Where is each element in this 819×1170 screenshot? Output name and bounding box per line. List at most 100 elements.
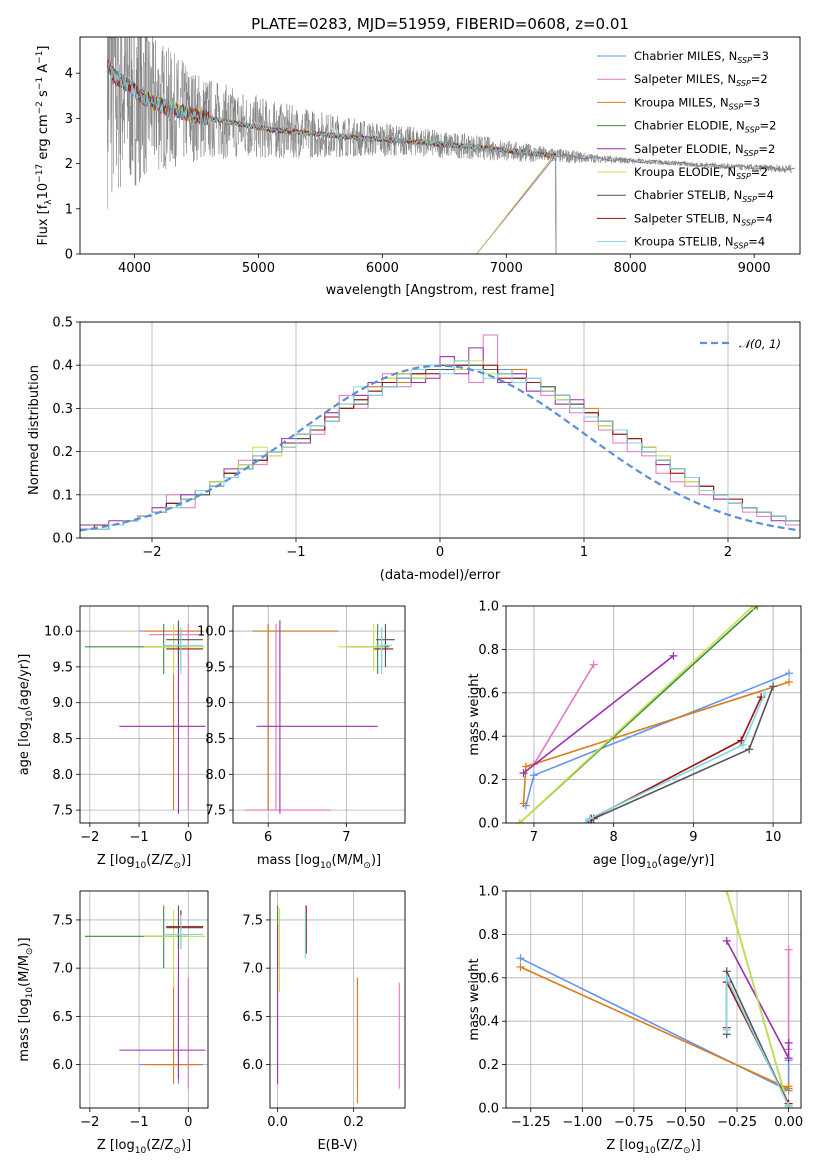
legend-nssp: =4 bbox=[756, 211, 773, 225]
legend-nssp: =2 bbox=[760, 119, 777, 133]
x-axis-label: wavelength [Angstrom, rest frame] bbox=[326, 283, 555, 298]
axes-frame bbox=[79, 890, 209, 1109]
label-part: (M/M bbox=[332, 853, 364, 868]
weight-marker-chabrier-miles bbox=[516, 954, 525, 963]
y-tick-label: 0 bbox=[65, 248, 73, 263]
label-part: )] bbox=[691, 1138, 701, 1153]
weight-marker-salpeter-elodie bbox=[519, 769, 528, 778]
weight-marker-kroupa-stelib bbox=[738, 740, 747, 749]
label-part: (age/yr)] bbox=[657, 853, 714, 868]
label-part: ] bbox=[36, 46, 51, 51]
legend-sub: SSP bbox=[737, 56, 752, 65]
weight-marker-kroupa-stelib bbox=[581, 819, 590, 823]
legend-name: Kroupa MILES, N bbox=[634, 95, 729, 109]
label-part: s bbox=[36, 90, 51, 101]
x-tick-label: 6000 bbox=[366, 261, 399, 276]
legend-entry: Chabrier MILES, NSSP=3 bbox=[634, 49, 769, 65]
x-tick-label: 7000 bbox=[490, 261, 523, 276]
label-part: )] bbox=[181, 1138, 191, 1153]
label-part: 10 bbox=[36, 183, 51, 200]
legend-nssp: =3 bbox=[752, 49, 769, 63]
weight-line-salpeter-stelib bbox=[587, 696, 762, 823]
axes-frame bbox=[79, 605, 209, 824]
legend-nssp: =4 bbox=[757, 188, 774, 202]
label-part: ⊙ bbox=[173, 861, 181, 871]
label-part: age [log bbox=[593, 853, 646, 868]
residuals-histogram-panel: −2 −1 0 1 2 0.0 0.1 0.2 0.3 0.4 0.5 (data-model)/er… bbox=[27, 316, 801, 583]
label-part: (Z/Z bbox=[146, 853, 173, 868]
legend-nssp: =2 bbox=[751, 165, 768, 179]
weight-marker-salpeter-miles bbox=[784, 945, 793, 954]
weight-line-salpeter-miles bbox=[533, 664, 595, 765]
x-tick-label: 7 bbox=[530, 830, 538, 845]
label-part: 10 bbox=[25, 710, 35, 722]
legend-sub: SSP bbox=[736, 79, 751, 88]
y-axis-label: age [log10(age/yr)] bbox=[17, 654, 35, 776]
normal-distribution-curve bbox=[80, 364, 800, 532]
label-part: 10 bbox=[135, 1146, 147, 1156]
x-tick-label: −2 bbox=[142, 545, 161, 560]
weight-marker-chabrier-miles bbox=[785, 669, 794, 678]
weight-marker-salpeter-miles bbox=[589, 660, 598, 669]
x-tick-label: 8000 bbox=[614, 261, 647, 276]
weight-marker-kroupa-miles bbox=[516, 962, 525, 971]
legend-entry: Salpeter STELIB, NSSP=4 bbox=[634, 211, 773, 227]
legend-entry-normal: 𝒩(0, 1) bbox=[739, 337, 781, 351]
y-tick-label: 8.5 bbox=[205, 732, 226, 747]
label-part: λ bbox=[44, 199, 54, 205]
weight-line-kroupa-miles bbox=[520, 966, 790, 1090]
legend-name: Chabrier STELIB, N bbox=[634, 188, 742, 202]
x-tick-label: −1 bbox=[129, 830, 148, 845]
weight-marker-kroupa-stelib bbox=[784, 1101, 793, 1108]
x-tick-label: 0.00 bbox=[774, 1115, 803, 1130]
axes-frame bbox=[269, 890, 406, 1109]
label-part: Z [log bbox=[97, 853, 135, 868]
label-part: age [log bbox=[17, 722, 32, 775]
label-part: (age/yr)] bbox=[17, 654, 32, 711]
legend-sub: SSP bbox=[744, 149, 759, 158]
y-tick-label: 7.5 bbox=[205, 804, 226, 819]
x-tick-label: −1.25 bbox=[511, 1115, 551, 1130]
y-tick-label: 0.8 bbox=[478, 643, 499, 658]
mass-vs-metallicity-panel: −2 −1 06.06.57.07.5Z [log10(Z/Z⊙)]mass [lo… bbox=[17, 890, 209, 1156]
spectrum-data-line bbox=[107, 37, 792, 209]
axes-frame bbox=[505, 890, 802, 1109]
y-tick-label: 8.0 bbox=[205, 768, 226, 783]
weight-marker-kroupa-stelib bbox=[761, 688, 770, 697]
plot-area bbox=[84, 620, 206, 814]
age-vs-mass-panel: 6 7 7.5 8.0 8.5 9.0 9.5 10.0 mass [log10(M/M⊙)] bbox=[197, 605, 406, 871]
label-part: 10 bbox=[25, 987, 35, 999]
weight-marker-salpeter-elodie bbox=[784, 1038, 793, 1047]
label-part: mass [log bbox=[257, 853, 320, 868]
legend-nssp: =4 bbox=[748, 235, 765, 249]
y-tick-label: 7.0 bbox=[242, 962, 263, 977]
label-part: Flux [f bbox=[36, 204, 51, 245]
y-tick-label: 10.0 bbox=[44, 625, 73, 640]
y-tick-label: 0.4 bbox=[478, 1015, 499, 1030]
label-part: Z [log bbox=[97, 1138, 135, 1153]
legend-name: Chabrier MILES, N bbox=[634, 49, 737, 63]
plot-area bbox=[106, 37, 796, 254]
label-part: (M/M bbox=[17, 955, 32, 987]
weight-marker-kroupa-elodie bbox=[722, 891, 731, 895]
x-axis-label: (data-model)/error bbox=[380, 568, 501, 583]
y-tick-label: 0.1 bbox=[52, 488, 73, 503]
legend-nssp: =3 bbox=[743, 95, 760, 109]
figure-title: PLATE=0283, MJD=51959, FIBERID=0608, z=0… bbox=[251, 15, 629, 33]
weight-marker-kroupa-miles bbox=[784, 1082, 793, 1091]
label-part: A bbox=[36, 64, 51, 77]
mass-vs-ebv-panel: 0.0 0.2 6.0 6.5 7.0 7.5 E(B-V) bbox=[242, 890, 406, 1153]
y-tick-label: 7.5 bbox=[52, 804, 73, 819]
x-tick-label: 4000 bbox=[118, 261, 151, 276]
y-tick-label: 0.0 bbox=[52, 532, 73, 547]
y-tick-label: 3 bbox=[65, 112, 73, 127]
x-tick-label: 1 bbox=[580, 545, 588, 560]
y-tick-label: 7.5 bbox=[242, 913, 263, 928]
label-part: ⊙ bbox=[363, 861, 371, 871]
y-tick-label: 0.3 bbox=[52, 402, 73, 417]
age-vs-metallicity-panel: −2 −1 07.58.08.59.09.510.0Z [log10(Z/Z⊙)]a… bbox=[17, 605, 209, 871]
y-tick-label: 0.6 bbox=[478, 971, 499, 986]
legend-name: Kroupa STELIB, N bbox=[634, 235, 734, 249]
label-part: (Z/Z bbox=[656, 1138, 683, 1153]
